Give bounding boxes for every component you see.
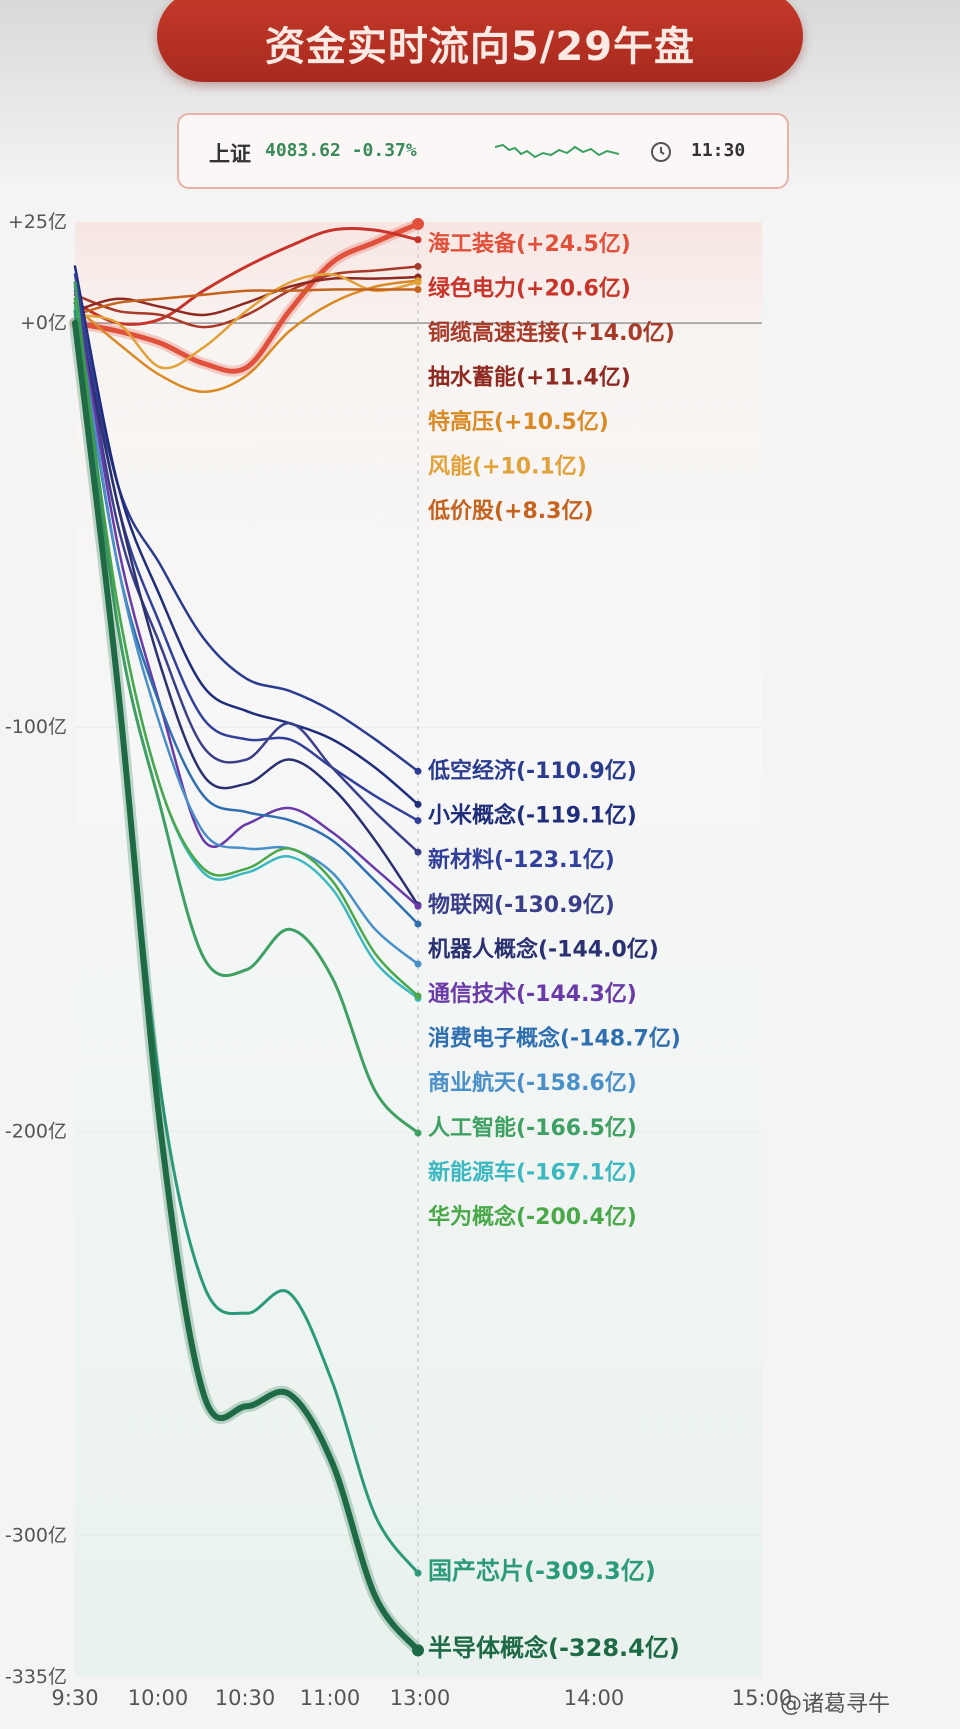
x-tick-label: 10:00 — [128, 1686, 189, 1710]
series-end-point — [412, 1644, 424, 1657]
series-label: 小米概念(-119.1亿) — [428, 803, 637, 829]
y-tick-label: +25亿 — [8, 211, 67, 233]
x-tick-label: 15:00 — [732, 1686, 793, 1710]
series-label: 风能(+10.1亿) — [428, 454, 587, 480]
series-end-point — [414, 848, 422, 856]
title-banner: 资金实时流向5/29午盘 — [157, 0, 803, 82]
series-line-9 — [73, 265, 420, 806]
x-tick-label: 14:00 — [564, 1686, 625, 1710]
x-tick-label: 9:30 — [51, 1686, 98, 1710]
series-line-6 — [73, 273, 420, 370]
x-tick-label: 11:00 — [300, 1686, 361, 1710]
series-label: 铜缆高速连接(+14.0亿) — [428, 320, 675, 346]
series-end-point — [414, 767, 422, 775]
series-label: 低空经济(-110.9亿) — [427, 758, 637, 784]
series-label: 低价股(+8.3亿) — [427, 499, 594, 524]
series-line-12 — [73, 297, 420, 907]
y-tick-label: -335亿 — [5, 1666, 67, 1688]
series-label: 机器人概念(-144.0亿) — [428, 936, 659, 962]
series-label: 人工智能(-166.5亿) — [428, 1115, 637, 1141]
x-tick-label: 10:30 — [215, 1686, 276, 1710]
series-line-1 — [72, 221, 421, 374]
series-line-7 — [73, 288, 420, 317]
index-name: 上证 — [209, 142, 251, 166]
watermark: @诸葛寻牛 — [780, 1692, 891, 1717]
series-label: 消费电子概念(-148.7亿) — [428, 1026, 681, 1052]
series-line-13 — [73, 289, 420, 908]
series-end-point — [414, 236, 422, 244]
index-ticker: 上证 4083.62 -0.37% 11:30 — [177, 113, 789, 189]
y-tick-label: +0亿 — [20, 312, 67, 334]
series-line-15 — [73, 297, 420, 966]
series-end-point — [414, 800, 422, 808]
ticker-time: 11:30 — [691, 140, 746, 161]
series-line-2 — [73, 226, 420, 326]
series-label: 商业航天(-158.6亿) — [428, 1070, 637, 1096]
series-end-point — [414, 1129, 422, 1137]
x-tick-label: 13:00 — [390, 1686, 451, 1710]
series-label: 新材料(-123.1亿) — [428, 847, 615, 873]
y-tick-label: -200亿 — [5, 1120, 67, 1142]
series-label: 抽水蓄能(+11.4亿) — [428, 365, 631, 391]
series-label: 新能源车(-167.1亿) — [428, 1159, 637, 1185]
series-end-point — [414, 1569, 422, 1577]
series-end-point — [414, 285, 422, 293]
page-title: 资金实时流向5/29午盘 — [264, 24, 696, 70]
series-label: 绿色电力(+20.6亿) — [428, 276, 631, 302]
series-end-point — [412, 218, 424, 231]
series-label: 半导体概念(-328.4亿) — [428, 1634, 680, 1662]
series-end-point — [414, 262, 422, 270]
series-end-point — [414, 278, 422, 286]
y-tick-label: -100亿 — [5, 716, 67, 738]
series-label: 物联网(-130.9亿) — [428, 892, 615, 918]
series-end-point — [414, 920, 422, 928]
series-label: 海工装备(+24.5亿) — [428, 231, 631, 257]
series-end-point — [414, 817, 422, 825]
series-label: 通信技术(-144.3亿) — [428, 981, 637, 1007]
series-label: 特高压(+10.5亿) — [428, 409, 609, 435]
series-end-point — [414, 902, 422, 910]
series-end-point — [414, 992, 422, 1000]
sparkline-icon — [495, 143, 619, 159]
series-line-3 — [73, 265, 420, 329]
clock-icon — [651, 142, 671, 162]
y-tick-label: -300亿 — [5, 1525, 67, 1547]
series-line-16 — [73, 281, 420, 1135]
series-line-4 — [73, 275, 420, 317]
index-value: 4083.62 -0.37% — [265, 140, 417, 161]
series-line-20 — [72, 320, 421, 1654]
series-end-point — [414, 960, 422, 968]
series-label: 国产芯片(-309.3亿) — [428, 1557, 656, 1585]
series-line-18 — [73, 297, 420, 998]
series-line-11 — [73, 285, 420, 854]
series-label: 华为概念(-200.4亿) — [428, 1204, 637, 1230]
